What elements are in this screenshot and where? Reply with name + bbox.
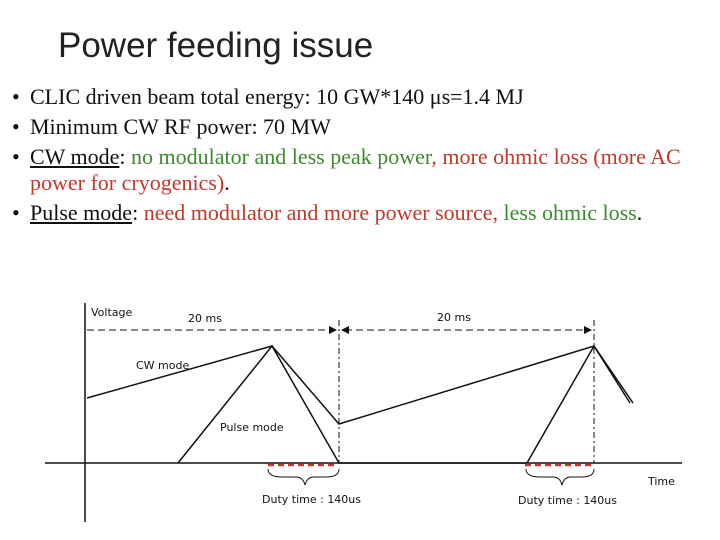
arrow-head-icon (584, 326, 592, 334)
bullet-dot-icon: • (12, 200, 20, 225)
period: . (636, 200, 643, 225)
bullet-dot-icon: • (12, 144, 20, 169)
comma: , (431, 144, 443, 169)
time-label: Time (647, 475, 675, 488)
separator: : (119, 144, 132, 169)
arrow-head-icon (329, 326, 337, 334)
pulse-advantage: less ohmic loss (503, 200, 637, 225)
bullet-energy: • CLIC driven beam total energy: 10 GW*1… (12, 84, 712, 110)
duty-time-label: Duty time : 140us (518, 494, 617, 507)
period-label: 20 ms (188, 312, 222, 325)
bullet-dot-icon: • (12, 114, 20, 139)
period-label: 20 ms (437, 311, 471, 324)
arrow-head-icon (341, 326, 349, 334)
pulse-mode-waveform (177, 344, 634, 464)
cw-mode-label: CW mode (136, 359, 189, 372)
duty-brace (525, 468, 595, 486)
pulse-mode-term: Pulse mode (30, 200, 133, 225)
slide-title: Power feeding issue (58, 26, 374, 65)
duty-time-label: Duty time : 140us (262, 493, 361, 506)
pulse-disadvantage: need modulator and more power source (143, 200, 493, 225)
cw-mode-term: CW mode (30, 144, 120, 169)
bullet-pulse-mode: • Pulse mode: need modulator and more po… (12, 200, 712, 226)
bullet-text: Minimum CW RF power: 70 MW (30, 114, 331, 139)
period: . (224, 170, 230, 195)
bullet-dot-icon: • (12, 84, 20, 109)
pulse-mode-label: Pulse mode (220, 421, 284, 434)
voltage-label: Voltage (91, 306, 132, 319)
cw-disadvantage: more ohmic loss (more AC power for cryog… (30, 144, 681, 195)
bullet-cw-power: • Minimum CW RF power: 70 MW (12, 114, 712, 140)
bullet-text: CLIC driven beam total energy: 10 GW*140… (30, 84, 524, 109)
comma: , (492, 200, 504, 225)
bullet-cw-mode: • CW mode: no modulator and less peak po… (12, 144, 712, 196)
bullet-list: • CLIC driven beam total energy: 10 GW*1… (12, 84, 712, 230)
cw-advantage: no modulator and less peak power (131, 144, 432, 169)
cw-mode-waveform (86, 345, 631, 425)
duty-brace (267, 468, 340, 486)
separator: : (132, 200, 144, 225)
